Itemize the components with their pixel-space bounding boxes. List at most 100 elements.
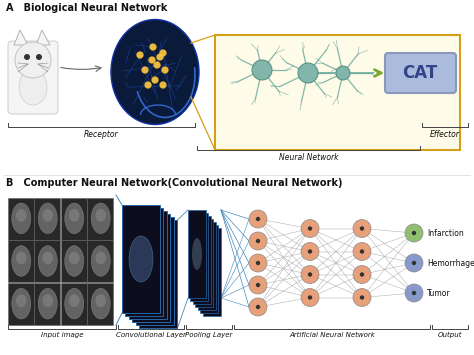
Ellipse shape xyxy=(38,246,57,276)
Ellipse shape xyxy=(43,252,53,264)
Ellipse shape xyxy=(146,251,171,297)
Ellipse shape xyxy=(65,203,84,234)
Bar xyxy=(8,197,34,240)
Circle shape xyxy=(360,226,364,231)
Bar xyxy=(188,210,206,298)
Circle shape xyxy=(156,54,164,60)
Ellipse shape xyxy=(16,209,27,222)
Ellipse shape xyxy=(16,252,27,264)
Bar xyxy=(122,205,160,313)
Ellipse shape xyxy=(19,69,47,105)
Circle shape xyxy=(298,63,318,83)
Ellipse shape xyxy=(38,203,57,234)
Circle shape xyxy=(353,242,371,261)
Circle shape xyxy=(137,51,144,59)
Text: Tumor: Tumor xyxy=(427,289,451,297)
Circle shape xyxy=(24,54,30,60)
Circle shape xyxy=(301,242,319,261)
FancyBboxPatch shape xyxy=(385,53,456,93)
Bar xyxy=(35,240,61,282)
Bar xyxy=(136,217,174,325)
Circle shape xyxy=(308,226,312,231)
Ellipse shape xyxy=(139,245,164,291)
Circle shape xyxy=(249,276,267,294)
Bar xyxy=(35,197,61,240)
Ellipse shape xyxy=(95,294,106,307)
Text: Artificial Neural Network: Artificial Neural Network xyxy=(289,332,375,338)
Circle shape xyxy=(353,289,371,306)
Ellipse shape xyxy=(192,238,202,270)
Ellipse shape xyxy=(43,209,53,222)
Circle shape xyxy=(308,249,312,254)
Ellipse shape xyxy=(95,252,106,264)
Ellipse shape xyxy=(16,294,27,307)
Ellipse shape xyxy=(133,239,156,285)
Circle shape xyxy=(301,289,319,306)
Circle shape xyxy=(142,66,148,73)
Ellipse shape xyxy=(12,203,31,234)
Ellipse shape xyxy=(202,250,212,282)
Circle shape xyxy=(256,305,260,309)
Bar xyxy=(198,222,216,310)
Circle shape xyxy=(152,76,158,83)
FancyBboxPatch shape xyxy=(8,41,58,114)
Circle shape xyxy=(360,295,364,300)
Ellipse shape xyxy=(69,209,80,222)
Circle shape xyxy=(308,272,312,277)
Ellipse shape xyxy=(91,246,110,276)
Text: Pooling Layer: Pooling Layer xyxy=(185,332,233,338)
Circle shape xyxy=(301,219,319,237)
Bar xyxy=(61,283,87,325)
Ellipse shape xyxy=(65,288,84,319)
Bar xyxy=(61,197,87,240)
Text: Convolutional Layer: Convolutional Layer xyxy=(116,332,186,338)
Bar xyxy=(61,240,87,282)
Ellipse shape xyxy=(38,288,57,319)
Text: Neural Network: Neural Network xyxy=(279,153,338,162)
Circle shape xyxy=(36,54,42,60)
Ellipse shape xyxy=(207,256,217,288)
Bar xyxy=(191,213,209,301)
Circle shape xyxy=(412,291,416,295)
Bar xyxy=(203,228,221,316)
Bar xyxy=(88,197,113,240)
Circle shape xyxy=(145,82,152,88)
Ellipse shape xyxy=(197,244,207,276)
FancyBboxPatch shape xyxy=(215,35,460,150)
Text: A   Biological Neural Network: A Biological Neural Network xyxy=(6,3,167,13)
Circle shape xyxy=(154,61,161,69)
Bar xyxy=(139,220,177,328)
Ellipse shape xyxy=(91,203,110,234)
Ellipse shape xyxy=(95,209,106,222)
Circle shape xyxy=(149,44,156,50)
Circle shape xyxy=(256,239,260,243)
Ellipse shape xyxy=(111,20,199,125)
Ellipse shape xyxy=(69,294,80,307)
Text: Output: Output xyxy=(438,332,462,338)
Circle shape xyxy=(360,272,364,277)
Ellipse shape xyxy=(43,294,53,307)
Circle shape xyxy=(256,261,260,265)
Circle shape xyxy=(336,66,350,80)
Bar xyxy=(195,219,213,307)
Bar xyxy=(129,211,167,319)
Circle shape xyxy=(412,231,416,235)
Ellipse shape xyxy=(200,247,210,279)
Text: Hemorrhage: Hemorrhage xyxy=(427,258,474,268)
Circle shape xyxy=(301,266,319,284)
Text: Input image: Input image xyxy=(41,332,83,338)
Circle shape xyxy=(15,42,51,78)
Ellipse shape xyxy=(12,246,31,276)
Circle shape xyxy=(353,266,371,284)
Text: Effector: Effector xyxy=(430,130,460,139)
Bar xyxy=(8,283,34,325)
Bar xyxy=(201,225,219,313)
Circle shape xyxy=(252,60,272,80)
Text: CAT: CAT xyxy=(402,64,438,82)
Circle shape xyxy=(162,66,168,73)
Circle shape xyxy=(249,254,267,272)
Bar xyxy=(133,214,171,322)
Circle shape xyxy=(405,224,423,242)
Polygon shape xyxy=(14,30,28,45)
Ellipse shape xyxy=(194,241,204,273)
